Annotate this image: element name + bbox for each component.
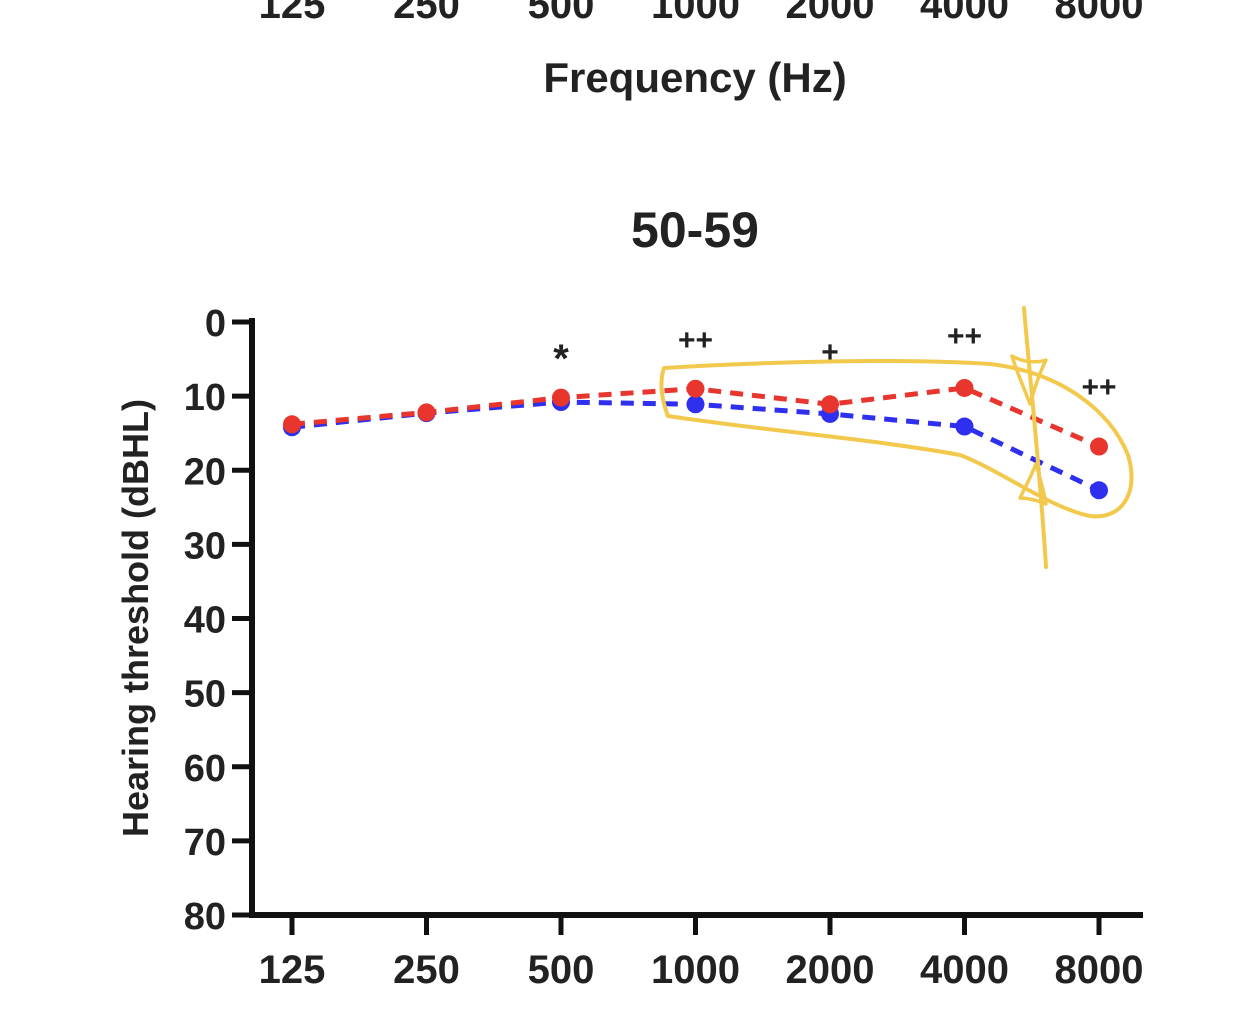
significance-mark: * <box>553 337 569 381</box>
series-points <box>283 378 1108 500</box>
y-tick-label: 30 <box>184 525 226 567</box>
top-panel-tick-label: 2000 <box>786 0 875 27</box>
x-tick-label: 500 <box>528 948 595 992</box>
x-tick-label: 1000 <box>651 948 740 992</box>
y-tick-label: 60 <box>184 748 226 790</box>
top-panel-tick-label: 4000 <box>920 0 1009 27</box>
data-point-blue <box>955 417 974 436</box>
x-tick-label: 4000 <box>920 948 1009 992</box>
x-tick-label: 2000 <box>786 948 875 992</box>
highlight-arrowhead-top <box>1010 354 1048 406</box>
highlight-loop <box>659 359 1134 519</box>
highlight-vertical-stroke <box>1022 306 1048 569</box>
data-point-red <box>552 388 570 407</box>
significance-mark: ++ <box>947 320 982 353</box>
data-point-red <box>821 395 839 414</box>
top-panel-tick-label: 8000 <box>1055 0 1144 27</box>
x-tick-label: 8000 <box>1055 948 1144 992</box>
x-tick-label: 125 <box>259 948 326 992</box>
y-tick-label: 80 <box>184 896 226 938</box>
data-point-red <box>417 403 436 422</box>
y-tick-label: 0 <box>205 303 226 345</box>
data-point-red <box>1090 437 1108 456</box>
significance-mark: + <box>821 336 839 369</box>
top-panel-tick-label: 500 <box>528 0 595 27</box>
chart-title: 50-59 <box>631 202 759 258</box>
data-point-blue <box>686 395 705 414</box>
y-tick-label: 10 <box>184 377 226 419</box>
top-panel-tick-label: 250 <box>393 0 460 27</box>
top-panel-tick-label: 125 <box>259 0 326 27</box>
significance-marks: * ++ + ++++ <box>553 320 1116 404</box>
y-tick-label: 20 <box>184 451 226 493</box>
highlight-annotation <box>659 306 1134 569</box>
top-panel-tick-label: 1000 <box>651 0 740 27</box>
y-tick-label: 50 <box>184 674 226 716</box>
y-tick-label: 70 <box>184 822 226 864</box>
data-point-red <box>955 378 974 397</box>
significance-mark: ++ <box>1081 371 1116 404</box>
top-panel-x-axis-label: Frequency (Hz) <box>543 54 846 101</box>
top-panel-tick-labels: 125 250 500 1000 2000 4000 8000 <box>259 0 1144 27</box>
y-axis-label: Hearing threshold (dBHL) <box>115 399 156 837</box>
data-point-blue <box>1090 481 1108 500</box>
x-tick-label: 250 <box>393 948 460 992</box>
y-tick-labels: 0 10 20 30 40 50 60 70 80 <box>184 303 252 938</box>
data-point-red <box>686 379 705 398</box>
data-point-red <box>283 415 301 434</box>
x-tick-labels: 125 250 500 1000 2000 4000 8000 <box>259 915 1144 992</box>
highlight-arrowhead-bottom <box>1018 462 1048 506</box>
significance-mark: ++ <box>678 324 713 357</box>
y-tick-label: 40 <box>184 600 226 642</box>
